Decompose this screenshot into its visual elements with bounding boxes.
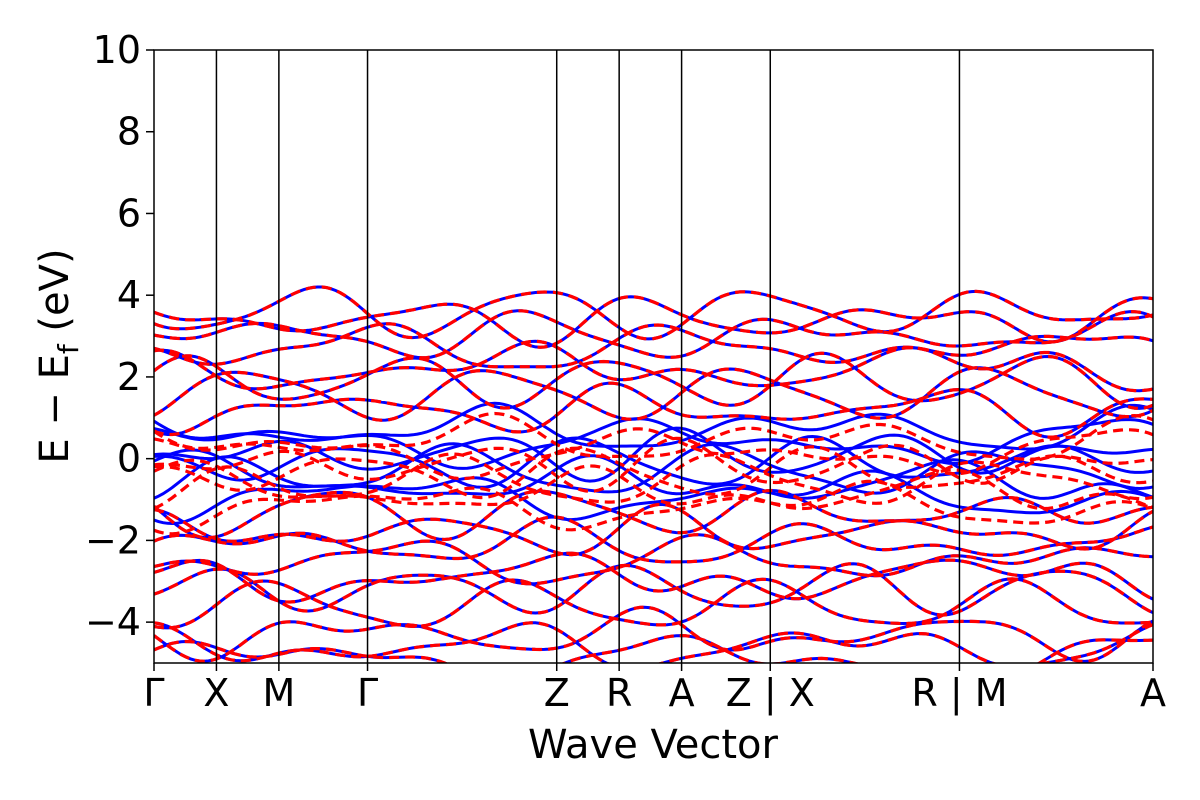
band-line-solid — [154, 309, 1153, 360]
band-line-solid — [154, 469, 1153, 526]
y-axis-label: E − Ef (eV) — [32, 248, 85, 463]
band-line-solid — [154, 533, 1153, 586]
band-line-dashed — [154, 322, 1153, 369]
band-line-solid — [154, 434, 1153, 489]
band-line-dashed — [154, 605, 1153, 663]
kpoint-lines — [215, 50, 961, 663]
y-tick-label: 0 — [117, 437, 141, 481]
band-line-dashed — [154, 621, 1153, 663]
band-line-dashed — [154, 551, 1153, 604]
bands-layer — [154, 285, 1153, 663]
band-line-solid — [154, 401, 1153, 451]
band-line-solid — [154, 515, 1153, 564]
y-axis-label-subscript: f — [52, 343, 85, 354]
y-axis: −4 −2 0 2 4 6 8 10 — [85, 28, 154, 644]
x-tick-label: Z — [544, 671, 570, 715]
band-line-solid — [154, 381, 1153, 439]
band-line-dashed — [154, 309, 1153, 360]
y-tick-label: 8 — [117, 110, 141, 154]
band-line-dashed — [154, 411, 1153, 461]
band-line-dashed — [154, 285, 1153, 341]
band-line-dashed — [154, 577, 1153, 630]
band-line-dashed — [154, 445, 1153, 500]
band-line-dashed — [154, 351, 1153, 411]
y-tick-label: −2 — [85, 518, 141, 562]
x-tick-label: Γ — [143, 671, 164, 715]
y-axis-label-unit: (eV) — [32, 248, 78, 344]
x-tick-label: R | M — [911, 671, 1007, 716]
x-tick-label: Z | X — [726, 671, 815, 716]
band-line-dashed — [154, 436, 1153, 493]
x-tick-label: X — [203, 671, 229, 715]
band-line-dashed — [154, 381, 1153, 439]
band-line-dashed — [154, 502, 1153, 557]
y-tick-label: 4 — [117, 273, 141, 317]
band-line-dashed — [154, 479, 1153, 536]
y-tick-label: 6 — [117, 191, 141, 235]
band-line-dashed — [154, 427, 1153, 481]
y-axis-label-main: E − E — [32, 354, 78, 464]
y-tick-label: 2 — [117, 355, 141, 399]
plot-frame — [153, 49, 1154, 664]
x-axis-label: Wave Vector — [528, 722, 779, 768]
band-line-dashed — [154, 339, 1153, 393]
y-tick-label: 10 — [93, 28, 141, 72]
band-line-dashed — [154, 488, 1153, 542]
band-line-solid — [154, 621, 1153, 663]
band-line-solid — [154, 426, 1153, 483]
band-line-dashed — [154, 533, 1153, 586]
x-tick-label: A — [1140, 671, 1166, 715]
x-tick-label: R — [606, 671, 632, 715]
band-line-dashed — [154, 633, 1153, 663]
band-line-dashed — [154, 562, 1153, 617]
band-line-solid — [154, 605, 1153, 663]
x-tick-label: A — [669, 671, 695, 715]
band-line-dashed — [154, 295, 1153, 349]
band-line-dashed — [154, 452, 1153, 505]
x-tick-label: Γ — [357, 671, 378, 715]
y-tick-label: −4 — [85, 600, 141, 644]
band-line-dashed — [154, 515, 1153, 564]
x-tick-label: M — [262, 671, 295, 715]
